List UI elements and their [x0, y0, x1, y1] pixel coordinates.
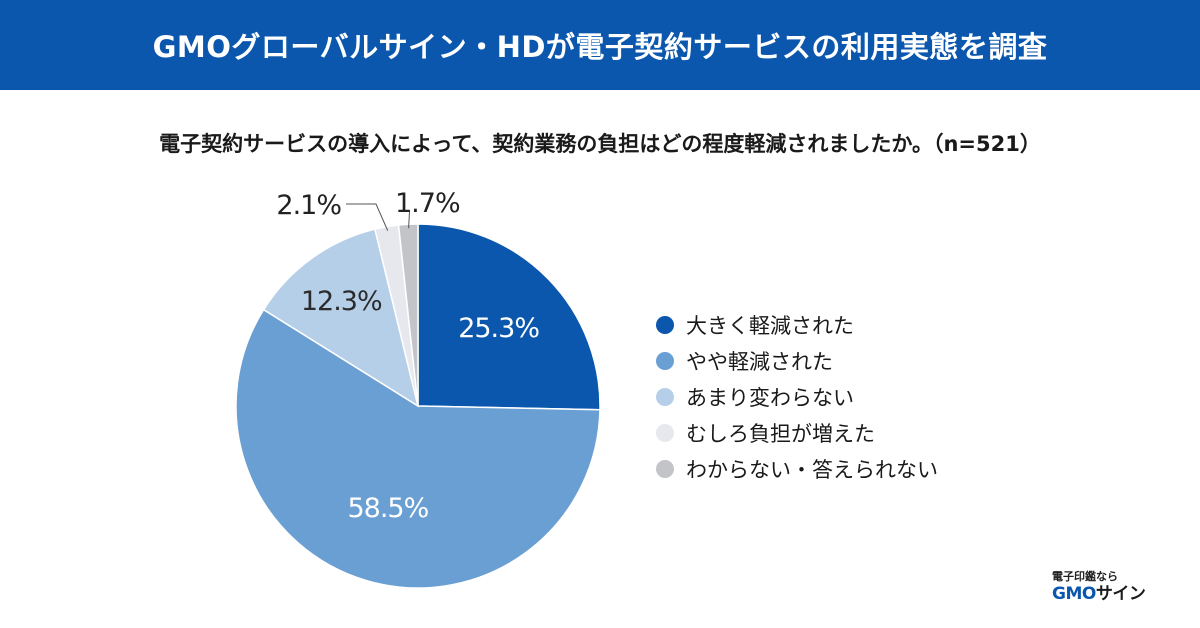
pie-value-labels: 25.3% 58.5% 12.3% 2.1% 1.7% [276, 188, 540, 524]
brand-logo: 電子印鑑なら GMOサイン [1052, 570, 1172, 604]
legend-swatch [656, 424, 674, 442]
leader-lines [346, 203, 411, 231]
slice-somewhat-reduced [235, 308, 601, 589]
value-label: 1.7% [395, 188, 460, 219]
value-label: 2.1% [276, 190, 341, 221]
brand-sign-text: サイン [1095, 584, 1146, 604]
legend-label: むしろ負担が増えた [686, 422, 875, 446]
legend-item: やや軽減された [656, 343, 938, 379]
pie-slices [235, 223, 601, 589]
legend-item: むしろ負担が増えた [656, 415, 938, 451]
legend-item: あまり変わらない [656, 379, 938, 415]
legend-swatch [656, 316, 674, 334]
header-banner: GMOグローバルサイン・HDが電子契約サービスの利用実態を調査 [0, 0, 1200, 90]
brand-tagline: 電子印鑑なら [1052, 570, 1118, 583]
chart-legend: 大きく軽減された やや軽減された あまり変わらない むしろ負担が増えた わからな… [656, 307, 938, 487]
value-label: 58.5% [347, 493, 428, 524]
legend-label: やや軽減された [686, 350, 833, 374]
legend-label: わからない・答えられない [686, 458, 938, 482]
survey-question: 電子契約サービスの導入によって、契約業務の負担はどの程度軽減されましたか。（n=… [159, 132, 1041, 156]
legend-swatch [656, 388, 674, 406]
slice-unknown [397, 223, 419, 407]
slice-greatly-reduced [417, 223, 601, 411]
legend-item: 大きく軽減された [656, 307, 938, 343]
legend-label: あまり変わらない [686, 386, 854, 410]
slice-no-change [262, 228, 420, 408]
leader-line [346, 203, 389, 231]
value-label: 12.3% [301, 286, 382, 317]
brand-gmo-text: GMO [1052, 584, 1096, 604]
legend-swatch [656, 460, 674, 478]
header-title: GMOグローバルサイン・HDが電子契約サービスの利用実態を調査 [152, 30, 1048, 64]
value-label: 25.3% [458, 313, 539, 344]
brand-wordmark: GMOサイン [1052, 584, 1172, 604]
leader-line [408, 209, 411, 229]
legend-label: 大きく軽減された [686, 314, 854, 338]
legend-item: わからない・答えられない [656, 451, 938, 487]
legend-swatch [656, 352, 674, 370]
